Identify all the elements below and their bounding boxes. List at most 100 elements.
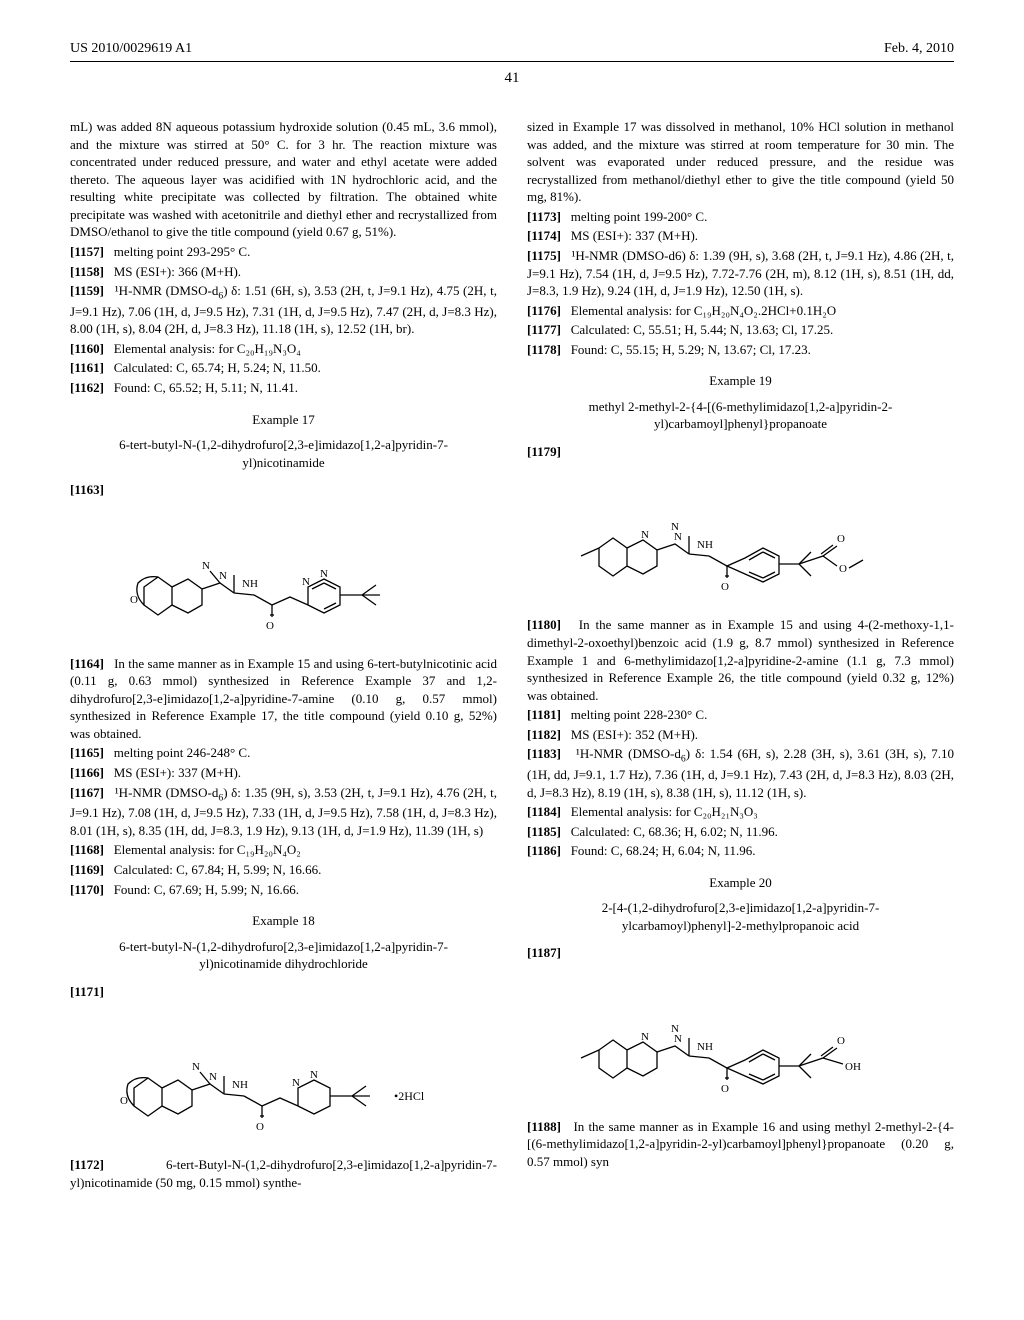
pnum: [1182] — [527, 727, 561, 742]
pnum: [1162] — [70, 380, 104, 395]
svg-text:N: N — [641, 529, 649, 541]
page-number: 41 — [70, 68, 954, 88]
p1167: [1167] ¹H-NMR (DMSO-d6) δ: 1.35 (9H, s),… — [70, 784, 497, 840]
p1157: [1157] melting point 293-295° C. — [70, 243, 497, 261]
pnum: [1173] — [527, 209, 561, 224]
svg-text:NH: NH — [232, 1079, 248, 1091]
svg-text:N: N — [192, 1061, 200, 1073]
pnum: [1165] — [70, 745, 104, 760]
pnum: [1166] — [70, 765, 104, 780]
svg-text:N: N — [292, 1077, 300, 1089]
two-column-layout: mL) was added 8N aqueous potassium hydro… — [70, 118, 954, 1193]
p1174: [1174] MS (ESI+): 337 (M+H). — [527, 227, 954, 245]
p1170: [1170] Found: C, 67.69; H, 5.99; N, 16.6… — [70, 881, 497, 899]
pnum: [1177] — [527, 322, 561, 337]
p1178: [1178] Found: C, 55.15; H, 5.29; N, 13.6… — [527, 341, 954, 359]
p1180: [1180] In the same manner as in Example … — [527, 616, 954, 704]
pnum: [1164] — [70, 656, 104, 671]
p1177: [1177] Calculated: C, 55.51; H, 5.44; N,… — [527, 321, 954, 339]
svg-text:NH: NH — [697, 539, 713, 551]
svg-text:OH: OH — [845, 1061, 861, 1073]
svg-text:N: N — [310, 1069, 318, 1081]
right-column: sized in Example 17 was dissolved in met… — [527, 118, 954, 1193]
p1157-text: melting point 293-295° C. — [114, 244, 251, 259]
publication-date: Feb. 4, 2010 — [884, 40, 954, 59]
p1165: [1165] melting point 246-248° C. — [70, 744, 497, 762]
p1173: [1173] melting point 199-200° C. — [527, 208, 954, 226]
p1185: [1185] Calculated: C, 68.36; H, 6.02; N,… — [527, 823, 954, 841]
left-column: mL) was added 8N aqueous potassium hydro… — [70, 118, 497, 1193]
p1167-text-pre: ¹H-NMR (DMSO-d — [115, 785, 219, 800]
structure-ex19: N N N NH O O — [527, 478, 954, 598]
p1161-text: Calculated: C, 65.74; H, 5.24; N, 11.50. — [114, 360, 321, 375]
p1169: [1169] Calculated: C, 67.84; H, 5.99; N,… — [70, 861, 497, 879]
svg-text:O: O — [721, 581, 729, 593]
pnum: [1163] — [70, 482, 104, 497]
svg-text:N: N — [302, 576, 310, 588]
p1158-text: MS (ESI+): 366 (M+H). — [114, 264, 241, 279]
p1185-text: Calculated: C, 68.36; H, 6.02; N, 11.96. — [571, 824, 778, 839]
p1172: [1172] 6-tert-Butyl-N-(1,2-dihydrofuro[2… — [70, 1156, 497, 1191]
p1164: [1164] In the same manner as in Example … — [70, 655, 497, 743]
pnum: [1180] — [527, 617, 561, 632]
p1169-text: Calculated: C, 67.84; H, 5.99; N, 16.66. — [114, 862, 322, 877]
page-header: US 2010/0029619 A1 Feb. 4, 2010 — [70, 40, 954, 62]
pnum: [1175] — [527, 248, 561, 263]
svg-text:N: N — [320, 568, 328, 580]
p1161: [1161] Calculated: C, 65.74; H, 5.24; N,… — [70, 359, 497, 377]
p1160-text: Elemental analysis: for C₂₀H₁₉N₃O₄ — [114, 341, 301, 356]
pnum: [1172] — [70, 1157, 104, 1172]
pnum: [1170] — [70, 882, 104, 897]
svg-text:NH: NH — [697, 1041, 713, 1053]
p1181-text: melting point 228-230° C. — [571, 707, 708, 722]
p1170-text: Found: C, 67.69; H, 5.99; N, 16.66. — [114, 882, 299, 897]
p1188: [1188] In the same manner as in Example … — [527, 1118, 954, 1171]
molecule-icon: O N N NH O N N •2HCl — [114, 1018, 454, 1138]
p1163: [1163] — [70, 481, 497, 499]
example-19-title: methyl 2-methyl-2-{4-[(6-methylimidazo[1… — [567, 398, 914, 433]
svg-text:•2HCl: •2HCl — [394, 1089, 425, 1103]
structure-ex20: N N N NH O O — [527, 980, 954, 1100]
p1179: [1179] — [527, 443, 954, 461]
p1160: [1160] Elemental analysis: for C₂₀H₁₉N₃O… — [70, 340, 497, 358]
p1181: [1181] melting point 228-230° C. — [527, 706, 954, 724]
p1176-text: Elemental analysis: for C₁₉H₂₀N₄O₂.2HCl+… — [571, 303, 836, 318]
pnum: [1157] — [70, 244, 104, 259]
p1162-text: Found: C, 65.52; H, 5.11; N, 11.41. — [114, 380, 298, 395]
pnum: [1169] — [70, 862, 104, 877]
p1165-text: melting point 246-248° C. — [114, 745, 251, 760]
p1183-text-pre: ¹H-NMR (DMSO-d — [576, 746, 681, 761]
pnum: [1158] — [70, 264, 104, 279]
pnum: [1187] — [527, 945, 561, 960]
p1168-text: Elemental analysis: for C₁₉H₂₀N₄O₂ — [114, 842, 301, 857]
example-20-label: Example 20 — [527, 874, 954, 892]
p1176: [1176] Elemental analysis: for C₁₉H₂₀N₄O… — [527, 302, 954, 320]
p1188-text: In the same manner as in Example 16 and … — [527, 1119, 954, 1169]
p1174-text: MS (ESI+): 337 (M+H). — [571, 228, 698, 243]
p1177-text: Calculated: C, 55.51; H, 5.44; N, 13.63;… — [571, 322, 834, 337]
p1180-text: In the same manner as in Example 15 and … — [527, 617, 954, 702]
svg-text:O: O — [120, 1095, 128, 1107]
example-18-label: Example 18 — [70, 912, 497, 930]
pnum: [1171] — [70, 984, 104, 999]
pnum: [1183] — [527, 746, 561, 761]
svg-text:N: N — [671, 521, 679, 533]
p1184-text: Elemental analysis: for C₂₀H₂₁N₃O₃ — [571, 804, 758, 819]
svg-text:NH: NH — [242, 578, 258, 590]
structure-ex18: O N N NH O N N •2HCl — [70, 1018, 497, 1138]
p1178-text: Found: C, 55.15; H, 5.29; N, 13.67; Cl, … — [571, 342, 811, 357]
svg-text:N: N — [671, 1023, 679, 1035]
p1173-text: melting point 199-200° C. — [571, 209, 708, 224]
molecule-icon: O N N NH O N N — [124, 517, 444, 637]
p1172-text: 6-tert-Butyl-N-(1,2-dihydrofuro[2,3-e]im… — [70, 1157, 497, 1190]
p1187: [1187] — [527, 944, 954, 962]
p1175: [1175] ¹H-NMR (DMSO-d6) δ: 1.39 (9H, s),… — [527, 247, 954, 300]
pnum: [1181] — [527, 707, 561, 722]
svg-text:O: O — [837, 533, 845, 545]
p1184: [1184] Elemental analysis: for C₂₀H₂₁N₃O… — [527, 803, 954, 821]
pnum: [1188] — [527, 1119, 561, 1134]
pnum: [1167] — [70, 785, 104, 800]
p1183: [1183] ¹H-NMR (DMSO-d6) δ: 1.54 (6H, s),… — [527, 745, 954, 801]
p1158: [1158] MS (ESI+): 366 (M+H). — [70, 263, 497, 281]
p1168: [1168] Elemental analysis: for C₁₉H₂₀N₄O… — [70, 841, 497, 859]
